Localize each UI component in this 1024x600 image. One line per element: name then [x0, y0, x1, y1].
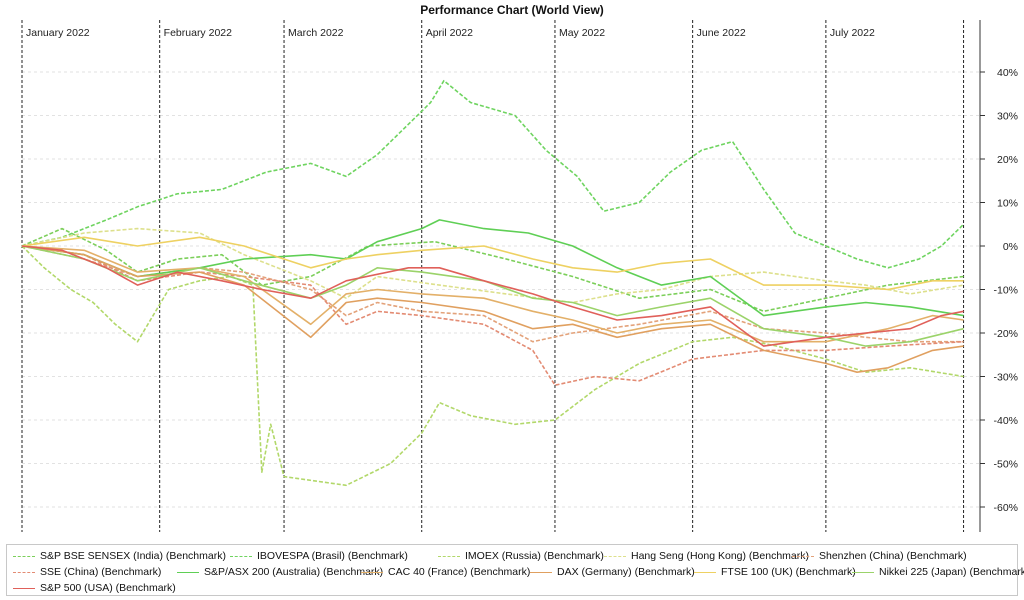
series-line — [21, 236, 964, 291]
legend-swatch — [438, 555, 460, 557]
month-marker-label: April 2022 — [426, 27, 473, 39]
legend-item: S&P 500 (USA) (Benchmark) — [13, 581, 176, 595]
legend-item: Hang Seng (Hong Kong) (Benchmark) — [604, 549, 809, 563]
legend-swatch — [604, 555, 626, 557]
legend-label: Shenzhen (China) (Benchmark) — [819, 550, 967, 562]
legend-label: S&P BSE SENSEX (India) (Benchmark) — [40, 550, 226, 562]
legend-swatch — [13, 587, 35, 589]
legend-swatch — [361, 571, 383, 573]
legend-item: CAC 40 (France) (Benchmark) — [361, 565, 530, 579]
y-tick-label: 20% — [997, 154, 1018, 166]
legend-item: IMOEX (Russia) (Benchmark) — [438, 549, 604, 563]
y-tick-label: -40% — [993, 415, 1018, 427]
series-line — [21, 245, 964, 347]
month-marker-label: July 2022 — [830, 27, 875, 39]
legend-label: Nikkei 225 (Japan) (Benchmark) — [879, 566, 1024, 578]
month-marker-label: May 2022 — [559, 27, 605, 39]
series-line — [21, 245, 964, 373]
series-line — [21, 79, 965, 269]
month-marker-label: March 2022 — [288, 27, 344, 39]
legend-label: DAX (Germany) (Benchmark) — [557, 566, 695, 578]
legend-item: S&P BSE SENSEX (India) (Benchmark) — [13, 549, 226, 563]
series-line — [21, 227, 964, 304]
month-marker-label: February 2022 — [164, 27, 232, 39]
legend-label: SSE (China) (Benchmark) — [40, 566, 162, 578]
series-line — [21, 219, 964, 317]
legend-item: DAX (Germany) (Benchmark) — [530, 565, 695, 579]
series-line — [21, 245, 964, 343]
legend-swatch — [230, 555, 252, 557]
series-line — [21, 245, 964, 343]
y-tick-label: 40% — [997, 67, 1018, 79]
legend-swatch — [177, 571, 199, 573]
legend-swatch — [13, 555, 35, 557]
plot-area: 40% 30% 20% 10% 0% -10% -20% -30% -40% -50% -60% Ja… — [21, 20, 1018, 532]
legend-swatch — [792, 555, 814, 557]
legend: S&P BSE SENSEX (India) (Benchmark) IBOVES… — [6, 544, 1024, 596]
legend-swatch — [694, 571, 716, 573]
y-tick-label: 30% — [997, 111, 1018, 123]
legend-item: S&P/ASX 200 (Australia) (Benchmark) — [177, 565, 383, 579]
legend-label: IMOEX (Russia) (Benchmark) — [465, 550, 604, 562]
y-tick-label: -50% — [993, 459, 1018, 471]
legend-item: Nikkei 225 (Japan) (Benchmark) — [852, 565, 1024, 579]
legend-item: Shenzhen (China) (Benchmark) — [792, 549, 967, 563]
legend-swatch — [852, 571, 874, 573]
legend-swatch — [13, 571, 35, 573]
y-tick-label: -20% — [993, 328, 1018, 340]
y-tick-label: -30% — [993, 372, 1018, 384]
legend-item: SSE (China) (Benchmark) — [13, 565, 161, 579]
legend-label: S&P 500 (USA) (Benchmark) — [40, 582, 176, 594]
legend-item: FTSE 100 (UK) (Benchmark) — [694, 565, 856, 579]
legend-label: FTSE 100 (UK) (Benchmark) — [721, 566, 856, 578]
y-tick-label: 0% — [1003, 241, 1018, 253]
legend-label: S&P/ASX 200 (Australia) (Benchmark) — [204, 566, 384, 578]
legend-label: Hang Seng (Hong Kong) (Benchmark) — [631, 550, 810, 562]
month-marker-label: June 2022 — [697, 27, 746, 39]
legend-swatch — [530, 571, 552, 573]
y-tick-label: -60% — [993, 502, 1018, 514]
legend-label: IBOVESPA (Brasil) (Benchmark) — [257, 550, 408, 562]
chart-title: Performance Chart (World View) — [420, 3, 604, 17]
legend-label: CAC 40 (France) (Benchmark) — [388, 566, 531, 578]
legend-item: IBOVESPA (Brasil) (Benchmark) — [230, 549, 408, 563]
series-line — [21, 245, 964, 386]
y-tick-label: 10% — [997, 198, 1018, 210]
series-line — [21, 227, 964, 313]
y-tick-label: -10% — [993, 285, 1018, 297]
series-line — [21, 245, 964, 347]
series-line — [21, 245, 964, 487]
month-marker-label: January 2022 — [26, 27, 90, 39]
